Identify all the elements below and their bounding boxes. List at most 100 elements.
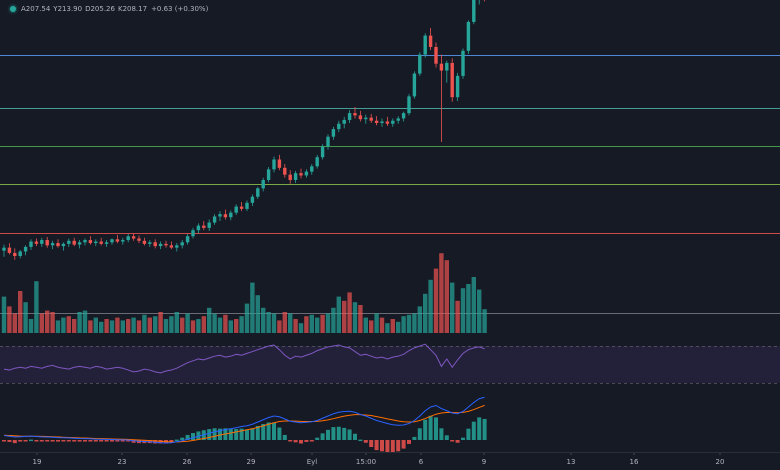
macd-histogram-bar (363, 440, 368, 443)
rsi-band (0, 346, 780, 383)
candle-body (218, 214, 222, 217)
time-axis[interactable]: 19 23 26 29 Eyl 15:00 6 9 13 16 20 (0, 452, 780, 470)
macd-histogram-bar (320, 433, 325, 440)
volume-bar (455, 300, 460, 333)
time-axis-label: 23 (117, 458, 127, 466)
macd-histogram-bar (61, 440, 66, 442)
volume-bar (34, 281, 39, 333)
candle-body (439, 63, 444, 71)
candle-body (34, 241, 39, 244)
volume-bar (471, 277, 476, 333)
volume-bar (390, 319, 395, 333)
macd-histogram-bar (239, 428, 244, 440)
volume-bar (120, 320, 125, 333)
macd-histogram-bar (407, 440, 411, 444)
macd-histogram-bar (401, 440, 406, 449)
macd-histogram-bar (342, 427, 347, 440)
macd-histogram-bar (212, 428, 217, 440)
volume-bar (88, 320, 93, 333)
candle-body (423, 35, 427, 55)
candle-body (239, 206, 244, 209)
candle-body (266, 169, 271, 180)
volume-bar (239, 316, 244, 333)
macd-histogram-bar (396, 440, 401, 452)
candle-body (99, 241, 103, 244)
candle-body (223, 214, 228, 218)
macd-histogram-bar (288, 440, 293, 442)
candle-body (169, 245, 174, 248)
ohlc-open: A207.54 (21, 5, 51, 13)
macd-histogram-bar (110, 440, 114, 442)
volume-bar (417, 306, 422, 333)
macd-histogram-bar (169, 440, 174, 442)
macd-histogram-bar (191, 432, 195, 440)
macd-pane (2, 396, 721, 455)
volume-bar (174, 312, 179, 333)
macd-histogram-bar (120, 440, 125, 442)
candle-body (466, 21, 471, 51)
volume-bar (336, 296, 341, 333)
volume-bar (374, 313, 379, 333)
candle-body (229, 212, 233, 218)
macd-histogram-bar (45, 440, 50, 442)
ohlc-change: +0.63 (+0.30%) (151, 5, 209, 13)
volume-bar (163, 319, 169, 333)
macd-histogram-bar (12, 440, 17, 444)
volume-bar (347, 292, 352, 333)
candle-body (207, 222, 211, 228)
candle-body (369, 117, 373, 121)
volume-bar (401, 316, 406, 333)
macd-histogram-bar (104, 440, 109, 442)
candle-body (434, 47, 438, 64)
horizontal-levels (0, 55, 780, 314)
candle-body (320, 146, 325, 158)
candle-body (245, 202, 249, 209)
candle-body (472, 0, 476, 22)
candle-body (148, 242, 152, 244)
volume-bar (169, 316, 174, 333)
candle-body (110, 239, 114, 243)
candle-body (374, 120, 379, 123)
rsi-pane (0, 343, 780, 384)
macd-histogram-bar (234, 429, 239, 440)
macd-histogram-bar (299, 440, 303, 444)
candle-body (353, 113, 357, 116)
volume-bar (7, 306, 12, 333)
macd-histogram-bar (326, 429, 330, 440)
candle-body (175, 245, 179, 248)
candle-body (445, 62, 449, 71)
macd-histogram-bar (72, 440, 77, 442)
volume-bar (217, 317, 223, 333)
candle-body (234, 206, 238, 213)
macd-histogram-bar (309, 440, 314, 442)
macd-histogram-bar (277, 427, 282, 440)
macd-histogram-bar (18, 440, 23, 442)
macd-histogram-bar (174, 439, 179, 442)
volume-bar (223, 314, 228, 333)
volume-bar (201, 316, 206, 333)
volume-bar (190, 320, 196, 333)
macd-histogram-bar (455, 440, 460, 443)
volume-histogram (1, 253, 487, 333)
macd-histogram-bar (353, 433, 357, 440)
macd-histogram-bar (131, 440, 136, 443)
time-axis-label: 29 (246, 458, 256, 466)
volume-bar (433, 268, 439, 333)
macd-histogram-bar (23, 440, 28, 442)
candle-body (142, 240, 147, 244)
candle-body (364, 117, 368, 120)
volume-bar (99, 321, 104, 333)
macd-histogram-bar (56, 440, 60, 442)
candle-body (185, 236, 190, 243)
candle-body (126, 236, 130, 241)
volume-bar (282, 312, 287, 333)
candle-body (407, 96, 411, 114)
macd-histogram-bar (77, 440, 82, 442)
volume-bar (255, 295, 260, 333)
time-axis-label: 6 (418, 458, 424, 466)
volume-bar (55, 320, 61, 333)
macd-histogram-bar (34, 440, 39, 442)
volume-bar (379, 317, 385, 333)
